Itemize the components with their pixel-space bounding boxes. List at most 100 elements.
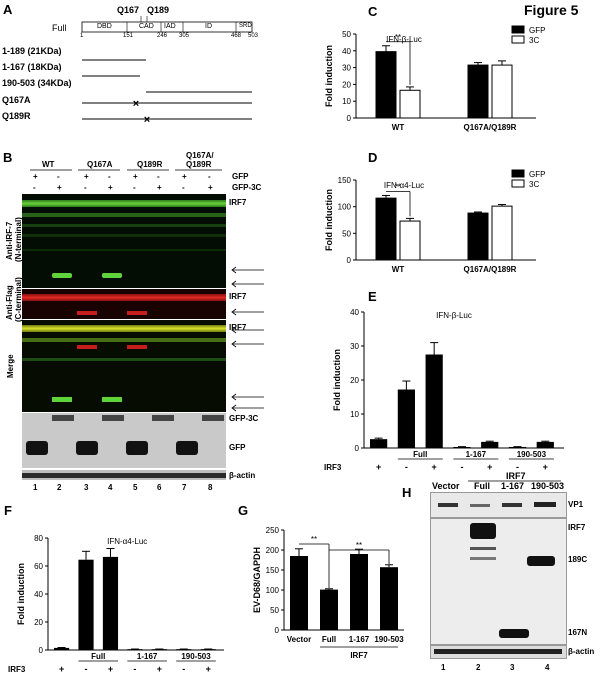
pos-468: 468	[231, 33, 242, 39]
blot-anti-flag	[22, 289, 226, 319]
group-label: Full	[91, 652, 105, 661]
y-tick-label: 40	[34, 590, 43, 599]
q189-label: Q189	[147, 5, 170, 15]
row-label-gfp3c: GFP-3C	[232, 183, 262, 192]
band	[22, 338, 226, 342]
pos-246: 246	[157, 33, 168, 39]
panel-e-label: E	[368, 289, 377, 304]
band-vp1	[502, 503, 522, 507]
y-tick-label: 50	[270, 606, 279, 615]
left-label-n-term: (N-terminal)	[14, 217, 23, 262]
band-cleaved	[102, 273, 122, 278]
y-tick-label: 40	[342, 47, 351, 56]
group-label: Full	[413, 450, 427, 459]
y-tick-label: 80	[34, 534, 43, 543]
sign-gfp3c: -	[33, 183, 36, 192]
panel-g-label: G	[238, 503, 249, 518]
group-double-2: Q189R	[186, 160, 212, 169]
x-category-label: 190-503	[374, 635, 404, 644]
bar	[491, 64, 513, 119]
right-label-gfp: GFP	[229, 443, 246, 452]
bar	[380, 567, 398, 630]
chart-d: 0 50 100 150 Fold induction IFN-α4-Luc WT Q167A…	[324, 169, 545, 274]
lane-number: 2	[476, 663, 481, 672]
band	[470, 547, 496, 550]
y-tick-label: 30	[342, 64, 351, 73]
bar	[200, 649, 216, 651]
y-tick-label: 20	[342, 80, 351, 89]
h-label-actin: β-actin	[568, 647, 595, 656]
group-double: Q167A/	[186, 151, 214, 160]
band	[22, 249, 226, 251]
right-label-irf7: IRF7	[229, 198, 247, 207]
bar	[467, 212, 489, 261]
y-tick-label: 60	[34, 562, 43, 571]
h-header-1-167: 1-167	[501, 481, 525, 491]
figure-title: Figure 5	[524, 2, 579, 18]
x-category-label: WT	[392, 265, 405, 274]
bar	[375, 51, 397, 119]
band	[102, 397, 122, 402]
h-header-full: Full	[474, 481, 490, 491]
blot-anti-irf7	[22, 194, 226, 288]
band	[22, 224, 226, 227]
domain-id: ID	[205, 23, 212, 30]
panel-h-label: H	[402, 485, 412, 500]
y-tick-label: 20	[350, 376, 359, 385]
chart-title: IFN-α4-Luc	[107, 537, 147, 546]
x-category-label: Q167A/Q189R	[464, 123, 517, 132]
y-tick-label: 40	[350, 308, 359, 317]
y-axis-label: Fold induction	[324, 45, 334, 107]
group-label: IRF7	[350, 651, 368, 660]
sign-gfp: -	[108, 172, 111, 181]
x-sign: +	[157, 664, 162, 674]
bar	[78, 559, 94, 650]
band-gfp	[176, 441, 198, 455]
blot-merge	[22, 320, 226, 412]
h-group-line	[468, 480, 561, 482]
row-label: IRF3	[324, 463, 342, 472]
band-gfp3c	[152, 415, 174, 421]
right-label-actin: β-actin	[229, 471, 256, 480]
y-tick-label: 10	[350, 410, 359, 419]
band-vp1	[470, 504, 490, 507]
band	[52, 397, 72, 402]
band	[77, 345, 97, 349]
bar	[375, 197, 397, 261]
x-category-label: Full	[322, 635, 336, 644]
band-189c	[527, 556, 555, 566]
sign-gfp3c: -	[133, 183, 136, 192]
group-label: 190-503	[517, 450, 547, 459]
bar	[425, 354, 443, 448]
h-header-vector: Vector	[432, 481, 460, 491]
group-label: 1-167	[137, 652, 158, 661]
bar	[481, 441, 499, 448]
lane-number: 7	[182, 483, 187, 492]
x-category-label: 1-167	[349, 635, 370, 644]
y-axis-label: Fold induction	[324, 189, 334, 251]
group-wt: WT	[42, 160, 55, 169]
y-tick-label: 100	[266, 586, 280, 595]
mutation-x-mark: ×	[133, 98, 139, 110]
sign-gfp: +	[182, 172, 187, 181]
chart-title: IFN-β-Luc	[436, 311, 472, 320]
legend-swatch	[511, 179, 525, 188]
y-tick-label: 50	[342, 30, 351, 39]
y-tick-label: 10	[342, 97, 351, 106]
blot-gfp	[22, 413, 226, 468]
x-sign: -	[85, 664, 88, 674]
significance-label: **	[356, 541, 362, 550]
band	[22, 213, 226, 217]
construct-label: Q189R	[2, 111, 31, 121]
y-tick-label: 50	[342, 229, 351, 238]
band-c-cleaved	[127, 311, 147, 315]
y-tick-label: 250	[266, 526, 280, 535]
chart-e: 0 10 20 30 40 Fold induction IFN-β-Luc + - + - + - + I…	[324, 308, 564, 472]
blot-actin	[22, 470, 226, 480]
panel-a-label: A	[3, 2, 13, 17]
group-q189r: Q189R	[137, 160, 163, 169]
band-gfp	[76, 441, 98, 455]
sign-gfp3c: -	[182, 183, 185, 192]
band-vp1	[534, 502, 556, 507]
band-gfp3c	[52, 415, 74, 421]
